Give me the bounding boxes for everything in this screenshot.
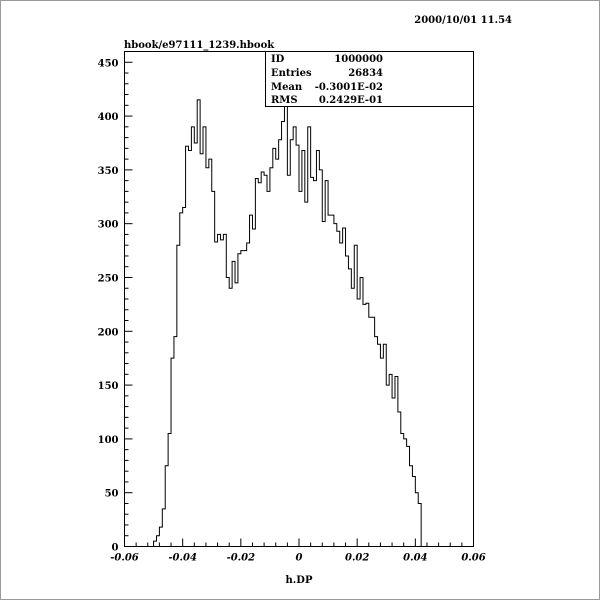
- stats-rms-label: RMS: [271, 95, 298, 106]
- y-tick-label: 300: [98, 220, 119, 231]
- x-tick-label: 0: [296, 553, 303, 564]
- histogram-series: [153, 99, 425, 547]
- stats-box: ID 1000000 Entries 26834 Mean -0.3001E-0…: [265, 51, 474, 107]
- y-tick-label: 400: [98, 112, 119, 123]
- x-tick-label: 0.06: [461, 553, 485, 564]
- y-tick-label: 100: [98, 435, 119, 446]
- x-tick-label: 0.04: [403, 553, 427, 564]
- x-axis-label: h.DP: [286, 575, 313, 586]
- y-tick-label: 450: [98, 58, 119, 69]
- y-tick-label: 250: [98, 273, 119, 284]
- x-tick-label: -0.02: [227, 553, 256, 564]
- stats-mean-label: Mean: [271, 82, 303, 93]
- y-tick-label: 50: [105, 489, 119, 500]
- stats-id-label: ID: [271, 54, 285, 65]
- stats-entries-value: 26834: [348, 68, 383, 79]
- stats-entries-label: Entries: [271, 68, 312, 79]
- x-tick-label: -0.06: [110, 553, 139, 564]
- y-tick-label: 350: [98, 166, 119, 177]
- y-tick-label: 150: [98, 381, 119, 392]
- stats-id-value: 1000000: [334, 54, 383, 65]
- stats-rms-value: 0.2429E-01: [319, 95, 383, 106]
- y-tick-label: 0: [112, 543, 119, 554]
- stats-box-frame: [265, 51, 474, 107]
- x-axis-ticks: -0.06 -0.04 -0.02 0 0.02 0.04 0.06: [110, 538, 486, 564]
- stats-mean-value: -0.3001E-02: [315, 82, 383, 93]
- y-axis-ticks: 0 50 100 150 200 250 300 350 400 450: [98, 58, 133, 554]
- timestamp: 2000/10/01 11.54: [414, 15, 512, 26]
- file-title: hbook/e97111_1239.hbook: [124, 40, 275, 51]
- y-tick-label: 200: [98, 327, 119, 338]
- x-tick-label: 0.02: [345, 553, 369, 564]
- x-tick-label: -0.04: [168, 553, 197, 564]
